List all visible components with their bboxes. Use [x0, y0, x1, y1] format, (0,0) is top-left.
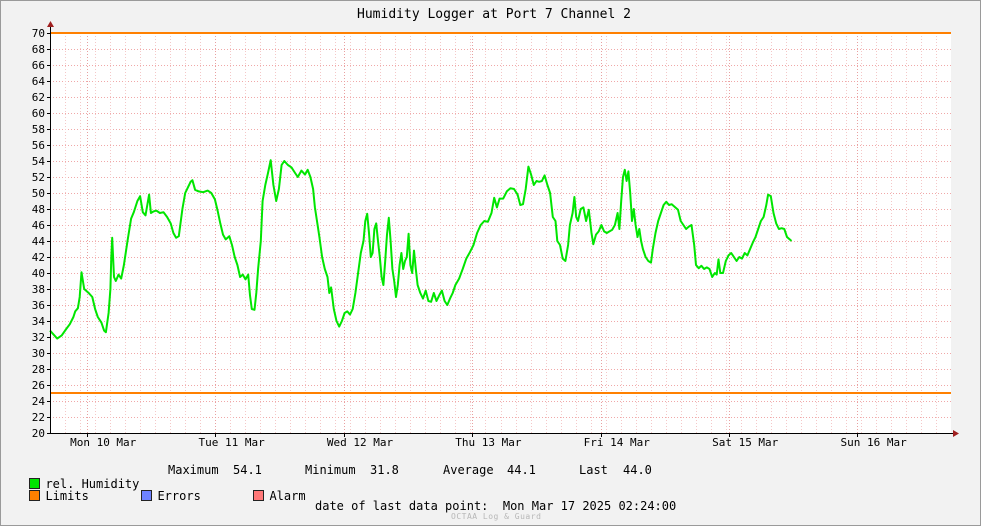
y-tick-label: 42 — [32, 251, 45, 264]
humidity-swatch — [29, 478, 41, 489]
stat-last: Last — [579, 463, 608, 477]
y-tick-label: 68 — [32, 43, 45, 56]
y-tick-label: 58 — [32, 123, 45, 136]
stat-maximum-value: 54.1 — [233, 463, 262, 477]
y-tick-label: 54 — [32, 155, 46, 168]
y-tick-label: 34 — [32, 315, 46, 328]
stat-last-label: Last — [579, 463, 608, 477]
x-tick-label: Fri 14 Mar — [584, 436, 651, 449]
y-tick-label: 62 — [32, 91, 45, 104]
y-tick-label: 30 — [32, 347, 45, 360]
y-tick-label: 60 — [32, 107, 45, 120]
stat-average-value-box: 44.1 — [507, 463, 536, 477]
y-tick-label: 46 — [32, 219, 45, 232]
stat-minimum-label: Minimum — [305, 463, 356, 477]
chart-title: Humidity Logger at Port 7 Channel 2 — [357, 7, 631, 22]
y-tick-label: 26 — [32, 379, 45, 392]
legend-row-1: rel. Humidity — [15, 463, 139, 491]
humidity-series-line — [49, 159, 793, 340]
y-tick-label: 66 — [32, 59, 45, 72]
alarm-swatch — [253, 490, 265, 501]
legend-errors: Errors — [127, 475, 201, 503]
errors-swatch — [141, 490, 153, 501]
y-tick-label: 20 — [32, 427, 45, 440]
y-tick-label: 52 — [32, 171, 45, 184]
y-axis-arrow-icon — [47, 21, 54, 27]
y-tick-label: 50 — [32, 187, 45, 200]
y-tick-label: 22 — [32, 411, 45, 424]
y-tick-label: 38 — [32, 283, 45, 296]
legend-humidity-label: rel. Humidity — [45, 477, 140, 491]
last-data-point-value: Mon Mar 17 2025 02:24:00 — [502, 499, 677, 513]
x-tick-label: Wed 12 Mar — [327, 436, 394, 449]
stat-last-value-box: 44.0 — [623, 463, 652, 477]
x-tick-label: Tue 11 Mar — [198, 436, 265, 449]
x-axis-arrow-icon — [953, 430, 959, 437]
stat-average-value: 44.1 — [507, 463, 536, 477]
legend-limits-label: Limits — [45, 489, 89, 503]
y-tick-label: 24 — [32, 395, 46, 408]
legend-alarm: Alarm — [239, 475, 306, 503]
y-tick-label: 32 — [32, 331, 45, 344]
stat-minimum-value: 31.8 — [370, 463, 399, 477]
legend-limits: Limits — [15, 475, 89, 503]
legend-alarm-label: Alarm — [269, 489, 306, 503]
y-tick-label: 70 — [32, 27, 45, 40]
stat-last-value: 44.0 — [623, 463, 652, 477]
stat-maximum-label: Maximum — [168, 463, 219, 477]
y-tick-label: 48 — [32, 203, 45, 216]
x-tick-label: Sat 15 Mar — [712, 436, 779, 449]
stat-maximum-value-box: 54.1 — [233, 463, 262, 477]
limits-swatch — [29, 490, 41, 501]
stat-average: Average — [443, 463, 494, 477]
y-tick-label: 40 — [32, 267, 45, 280]
stat-average-label: Average — [443, 463, 494, 477]
legend-errors-label: Errors — [157, 489, 201, 503]
x-tick-label: Sun 16 Mar — [840, 436, 907, 449]
last-data-point-label: date of last data point: — [315, 499, 489, 513]
x-tick-label: Mon 10 Mar — [70, 436, 137, 449]
y-tick-label: 64 — [32, 75, 46, 88]
stat-minimum-value-box: 31.8 — [370, 463, 399, 477]
y-tick-label: 56 — [32, 139, 45, 152]
y-tick-label: 44 — [32, 235, 46, 248]
watermark: OCTAA Log & Guard — [451, 512, 542, 521]
y-tick-label: 36 — [32, 299, 45, 312]
x-tick-label: Thu 13 Mar — [455, 436, 522, 449]
stat-minimum: Minimum — [305, 463, 356, 477]
stat-maximum: Maximum — [168, 463, 219, 477]
y-tick-label: 28 — [32, 363, 45, 376]
last-data-point: date of last data point: Mon Mar 17 2025… — [315, 499, 676, 513]
